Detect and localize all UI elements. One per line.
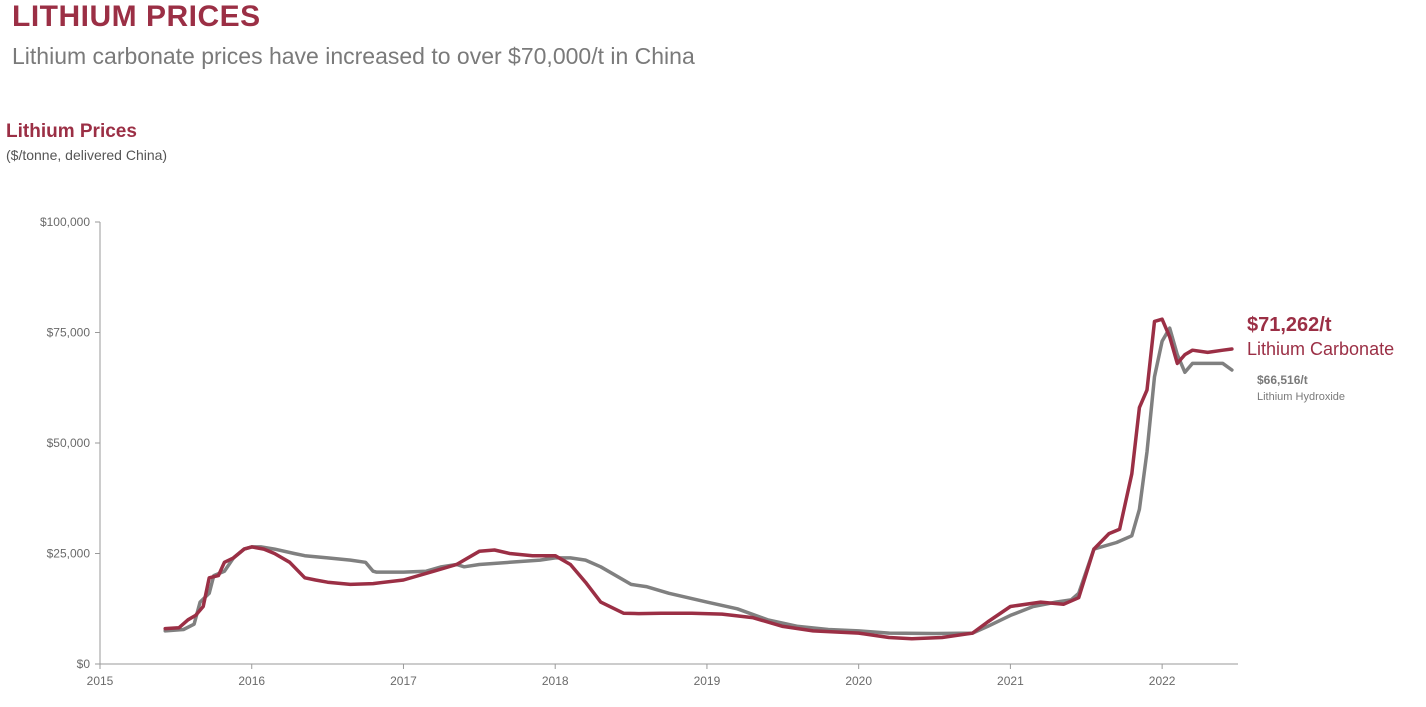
carbonate-name-label: Lithium Carbonate <box>1247 339 1394 359</box>
chart-unit-label: ($/tonne, delivered China) <box>6 147 168 163</box>
series-layer <box>163 317 1234 641</box>
carbonate-value-label: $71,262/t <box>1247 314 1332 336</box>
y-tick-label: $25,000 <box>47 547 91 561</box>
x-tick-label: 2022 <box>1149 674 1176 688</box>
series-line-carbonate <box>163 317 1234 641</box>
hydroxide-value-label: $66,516/t <box>1257 373 1308 387</box>
x-tick-label: 2017 <box>390 674 417 688</box>
y-tick-label: $0 <box>77 657 91 671</box>
hydroxide-name-label: Lithium Hydroxide <box>1257 391 1345 403</box>
x-tick-label: 2015 <box>87 674 114 688</box>
annotation-layer: $71,262/t Lithium Carbonate $66,516/t Li… <box>1247 314 1394 403</box>
page-title: LITHIUM PRICES <box>12 0 261 33</box>
y-tick-label: $50,000 <box>47 436 91 450</box>
series-line-hydroxide <box>163 326 1234 636</box>
x-axis: 2015 2016 2017 2018 2019 2020 2021 2022 <box>87 663 1238 688</box>
chart-title: Lithium Prices <box>6 121 137 142</box>
x-tick-label: 2021 <box>997 674 1024 688</box>
y-tick-label: $75,000 <box>47 326 91 340</box>
x-tick-label: 2019 <box>694 674 721 688</box>
x-tick-label: 2020 <box>845 674 872 688</box>
page-subtitle: Lithium carbonate prices have increased … <box>12 43 695 69</box>
y-axis: $0 $25,000 $50,000 $75,000 $100,000 <box>40 215 101 671</box>
x-tick-label: 2016 <box>238 674 265 688</box>
x-tick-label: 2018 <box>542 674 569 688</box>
y-tick-label: $100,000 <box>40 215 90 229</box>
